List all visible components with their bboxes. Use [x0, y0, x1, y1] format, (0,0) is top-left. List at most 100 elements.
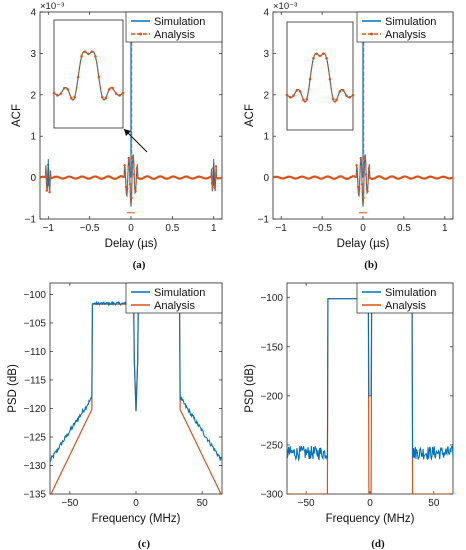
analysis-marker [209, 175, 212, 179]
x-tick-label: 1 [211, 223, 217, 234]
inset-marker [107, 88, 111, 91]
inset-marker [97, 75, 101, 79]
y-axis-label: PSD (dB) [7, 364, 19, 413]
analysis-marker [358, 187, 361, 190]
analysis-marker [124, 185, 128, 189]
y-tick-label: −115 [24, 375, 46, 386]
y-tick-label: 2 [30, 90, 36, 101]
y-tick-label: 0 [30, 173, 36, 184]
x-axis-label: Delay (µs) [105, 238, 158, 250]
legend-box [125, 282, 223, 314]
x-tick-label: −1 [275, 223, 287, 234]
simulation-line [50, 300, 222, 463]
analysis-marker [44, 175, 47, 179]
y-tick-label: −110 [24, 347, 46, 358]
x-tick-label: 1 [442, 223, 448, 234]
analysis-marker [213, 186, 216, 189]
inset-marker [111, 86, 114, 90]
x-tick-label: 0 [128, 223, 134, 234]
analysis-marker [356, 185, 360, 189]
analysis-marker [354, 175, 357, 179]
analysis-marker [366, 190, 369, 193]
inset-marker [328, 77, 332, 81]
plot-area [50, 300, 222, 494]
inset-marker [335, 98, 338, 102]
inset-marker [351, 93, 355, 97]
legend-label-analysis: Analysis [154, 300, 195, 312]
y-tick-label: −105 [23, 318, 46, 329]
panel-caption: (b) [364, 259, 378, 271]
inset-marker [315, 52, 319, 55]
analysis-marker [359, 156, 362, 160]
legend-label-analysis: Analysis [385, 300, 426, 312]
analysis-marker [210, 182, 214, 185]
inset-marker [83, 50, 87, 53]
y-axis-label: PSD (dB) [244, 364, 256, 413]
analysis-marker [362, 196, 365, 200]
inset-marker [87, 52, 90, 56]
inset-marker [289, 96, 292, 99]
x-axis-label: Frequency (MHz) [92, 513, 181, 525]
x-tick-label: 0.5 [165, 223, 179, 234]
analysis-marker [131, 155, 135, 159]
legend-marker-analysis [139, 32, 142, 36]
y-tick-label: −100 [23, 290, 46, 301]
y-tick-label: 0 [263, 173, 269, 184]
y-tick-label: −125 [23, 432, 46, 443]
inset-marker [325, 56, 328, 60]
plot-area [273, 14, 453, 214]
inset-marker [341, 88, 345, 92]
y-tick-label: −120 [23, 404, 46, 415]
inset-marker [69, 96, 73, 100]
y-tick-label: 3 [30, 49, 36, 60]
analysis-marker [135, 167, 139, 170]
analysis-marker [451, 176, 453, 179]
analysis-marker [122, 175, 125, 179]
y-tick-label: 3 [263, 49, 269, 60]
inset-marker [63, 86, 66, 90]
analysis-marker [214, 165, 218, 168]
plot-area [40, 14, 222, 214]
inset-marker [80, 54, 83, 58]
x-tick-label: −50 [298, 498, 315, 509]
x-tick-label: 0 [360, 223, 366, 234]
inset-marker [295, 88, 299, 92]
x-tick-label: −0.5 [80, 223, 100, 234]
plot-frame [49, 282, 223, 495]
y-tick-label: 1 [263, 132, 269, 143]
y-tick-label: −250 [260, 440, 283, 451]
plot-frame [286, 282, 454, 495]
inset-marker [90, 50, 94, 53]
panel-b: −1 −0.5 0 0.5 1 −1 0 1 2 3 4 Delay (µs) ACF ×10⁻³ (b) S… [244, 1, 454, 271]
legend-label-simulation: Simulation [154, 287, 205, 299]
inset-marker [345, 94, 348, 97]
analysis-marker [127, 156, 130, 160]
legend-box [125, 11, 223, 43]
inset-marker [121, 91, 125, 95]
y-tick-label: −100 [260, 293, 283, 304]
inset-marker [318, 54, 322, 58]
inset-marker [94, 54, 97, 58]
inset-marker [104, 96, 108, 100]
inset-marker [331, 97, 335, 101]
legend-label-analysis: Analysis [385, 29, 426, 41]
plot-area [287, 298, 453, 494]
panel-caption: (d) [371, 538, 385, 550]
inset-marker [76, 75, 80, 79]
panel-a: −1 −0.5 0 0.5 1 −1 0 1 2 3 4 Delay (µs) ACF ×10⁻³ (a) S… [11, 1, 223, 271]
inset-marker [52, 91, 56, 95]
y-tick-label: 1 [30, 132, 36, 143]
panel-caption: (a) [133, 259, 146, 271]
x-tick-label: 0 [133, 498, 139, 509]
inset-marker [308, 77, 312, 81]
analysis-marker [48, 191, 51, 194]
inset-marker [114, 92, 118, 95]
analysis-marker [360, 183, 364, 186]
exponent-label: ×10⁻³ [273, 1, 297, 12]
inset-marker [56, 94, 59, 97]
y-tick-label: −135 [23, 490, 46, 501]
